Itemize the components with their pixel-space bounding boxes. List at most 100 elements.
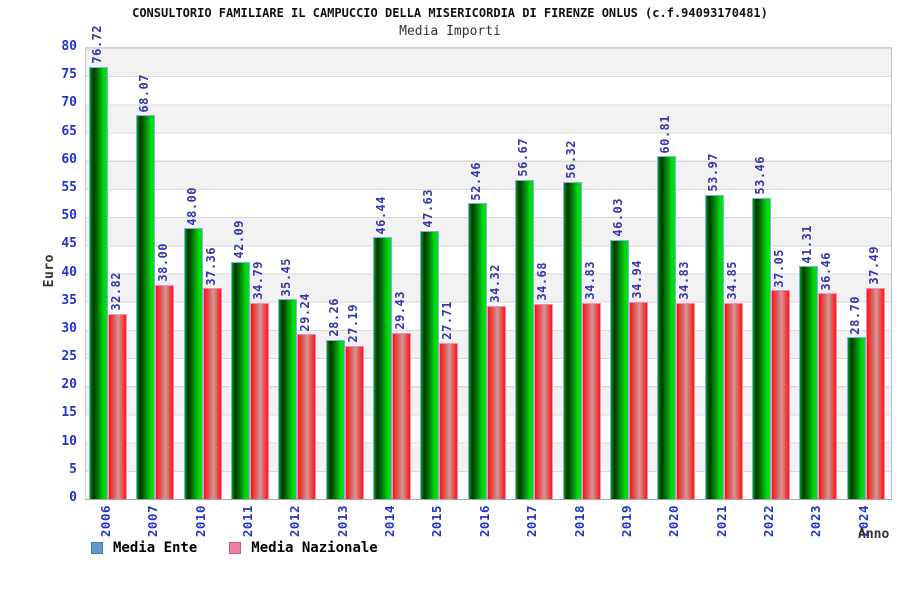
bar-media-nazionale-2012 xyxy=(297,334,317,499)
bar-media-nazionale-2011 xyxy=(250,302,270,499)
value-label-media-nazionale-2007: 38.00 xyxy=(156,243,171,282)
value-label-media-nazionale-2023: 36.46 xyxy=(819,251,834,291)
value-label-media-ente-2019: 46.03 xyxy=(610,197,625,237)
legend-item-media-ente: Media Ente xyxy=(91,540,197,556)
bar-media-nazionale-2017 xyxy=(534,303,554,499)
y-tick-15: 15 xyxy=(61,405,77,421)
legend-swatch-icon xyxy=(229,542,242,554)
value-label-media-nazionale-2024: 37.49 xyxy=(866,246,881,285)
x-tick-2010: 2010 xyxy=(192,505,208,538)
x-tick-2023: 2023 xyxy=(808,505,824,538)
chart-subtitle: Media Importi xyxy=(399,24,501,39)
value-label-media-ente-2016: 52.46 xyxy=(468,161,483,201)
bar-media-ente-2021 xyxy=(704,194,724,499)
bar-media-ente-2018 xyxy=(562,181,582,499)
bar-media-ente-2019 xyxy=(609,239,629,499)
x-tick-2011: 2011 xyxy=(240,505,256,538)
x-tick-2021: 2021 xyxy=(713,505,729,538)
y-tick-5: 5 xyxy=(69,461,77,477)
value-label-media-ente-2023: 41.31 xyxy=(800,224,815,264)
bar-media-nazionale-2013 xyxy=(344,345,364,499)
chart-title: CONSULTORIO FAMILIARE IL CAMPUCCIO DELLA… xyxy=(132,6,768,20)
bar-media-ente-2007 xyxy=(136,115,156,499)
bar-series-container: 76.72 32.82 68.07 38.00 48.00 37.36 42.09 34.79… xyxy=(86,25,891,499)
x-tick-2018: 2018 xyxy=(571,505,587,538)
value-label-media-nazionale-2020: 34.83 xyxy=(677,261,692,300)
value-label-media-nazionale-2014: 29.43 xyxy=(393,291,408,331)
value-label-media-nazionale-2019: 34.94 xyxy=(629,260,644,300)
legend: Media Ente Media Nazionale xyxy=(91,540,396,556)
legend-label: Media Ente xyxy=(113,540,198,556)
x-axis-label: Anno xyxy=(858,527,890,542)
bar-media-nazionale-2007 xyxy=(155,284,175,499)
value-label-media-ente-2024: 28.70 xyxy=(847,295,862,335)
bar-media-nazionale-2020 xyxy=(676,302,696,499)
bar-media-ente-2010 xyxy=(183,228,203,499)
bar-media-nazionale-2015 xyxy=(439,342,459,499)
value-label-media-ente-2020: 60.81 xyxy=(658,114,673,154)
x-tick-2022: 2022 xyxy=(760,505,776,538)
value-label-media-ente-2022: 53.46 xyxy=(752,156,767,195)
y-tick-60: 60 xyxy=(61,151,77,167)
value-label-media-nazionale-2012: 29.24 xyxy=(298,292,313,332)
value-label-media-ente-2021: 53.97 xyxy=(705,153,720,192)
legend-item-media-nazionale: Media Nazionale xyxy=(229,540,378,556)
x-tick-2015: 2015 xyxy=(429,505,445,538)
x-tick-2019: 2019 xyxy=(618,505,634,538)
bar-media-ente-2017 xyxy=(515,179,535,499)
value-label-media-ente-2013: 28.26 xyxy=(326,298,341,337)
value-label-media-ente-2010: 48.00 xyxy=(184,186,199,226)
y-tick-55: 55 xyxy=(61,179,77,195)
bar-media-nazionale-2014 xyxy=(392,333,412,499)
bar-media-ente-2011 xyxy=(231,261,251,499)
x-tick-2014: 2014 xyxy=(382,505,398,538)
bar-media-ente-2015 xyxy=(420,230,440,499)
value-label-media-nazionale-2015: 27.71 xyxy=(440,301,455,340)
value-label-media-ente-2007: 68.07 xyxy=(137,73,152,113)
bar-media-ente-2020 xyxy=(657,156,677,499)
value-label-media-ente-2018: 56.32 xyxy=(563,139,578,179)
bar-media-nazionale-2023 xyxy=(818,293,838,499)
bar-media-nazionale-2016 xyxy=(486,305,506,499)
y-tick-80: 80 xyxy=(61,39,77,54)
value-label-media-nazionale-2006: 32.82 xyxy=(109,272,123,311)
bar-media-nazionale-2019 xyxy=(628,302,648,499)
y-tick-40: 40 xyxy=(61,264,77,280)
value-label-media-ente-2011: 42.09 xyxy=(232,220,247,259)
bar-media-ente-2012 xyxy=(278,299,298,499)
y-tick-20: 20 xyxy=(61,377,77,393)
bar-media-nazionale-2024 xyxy=(865,287,885,499)
y-tick-50: 50 xyxy=(61,208,77,224)
value-label-media-ente-2017: 56.67 xyxy=(516,137,531,177)
bar-media-nazionale-2021 xyxy=(723,302,743,499)
x-tick-2007: 2007 xyxy=(145,505,161,538)
value-label-media-nazionale-2022: 37.05 xyxy=(771,248,786,288)
value-label-media-nazionale-2021: 34.85 xyxy=(724,260,739,300)
x-tick-2020: 2020 xyxy=(666,505,682,538)
bar-media-nazionale-2018 xyxy=(581,302,601,499)
x-tick-2006: 2006 xyxy=(98,505,113,538)
y-tick-0: 0 xyxy=(69,490,77,505)
value-label-media-nazionale-2018: 34.83 xyxy=(582,261,597,300)
value-label-media-nazionale-2016: 34.32 xyxy=(487,263,502,303)
y-tick-35: 35 xyxy=(61,292,77,308)
value-label-media-nazionale-2013: 27.19 xyxy=(345,304,360,343)
plot-area: 76.72 32.82 68.07 38.00 48.00 37.36 42.09 34.79… xyxy=(85,25,892,500)
value-label-media-nazionale-2010: 37.36 xyxy=(203,246,218,286)
y-tick-10: 10 xyxy=(61,433,77,449)
value-label-media-nazionale-2017: 34.68 xyxy=(535,261,550,301)
x-tick-2017: 2017 xyxy=(524,505,540,538)
value-label-media-ente-2012: 35.45 xyxy=(279,257,294,297)
value-label-media-ente-2015: 47.63 xyxy=(421,188,436,228)
value-label-media-ente-2014: 46.44 xyxy=(374,195,389,235)
bar-media-nazionale-2022 xyxy=(770,290,790,499)
bar-media-ente-2022 xyxy=(751,197,771,499)
y-tick-45: 45 xyxy=(61,236,77,252)
value-label-media-ente-2006: 76.72 xyxy=(90,24,104,64)
bar-media-ente-2023 xyxy=(799,266,819,499)
y-tick-65: 65 xyxy=(61,123,77,139)
bar-media-ente-2024 xyxy=(846,337,866,499)
bar-media-nazionale-2006 xyxy=(108,313,127,499)
value-label-media-nazionale-2011: 34.79 xyxy=(251,261,266,300)
